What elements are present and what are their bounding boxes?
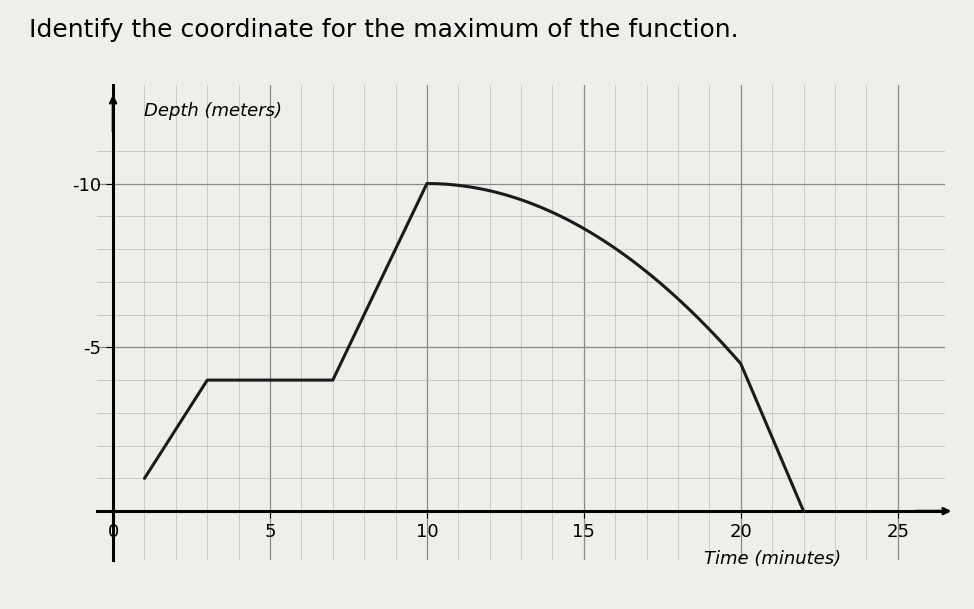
- Text: Identify the coordinate for the maximum of the function.: Identify the coordinate for the maximum …: [29, 18, 739, 42]
- Text: Depth (meters): Depth (meters): [144, 102, 282, 119]
- Text: Time (minutes): Time (minutes): [703, 551, 841, 568]
